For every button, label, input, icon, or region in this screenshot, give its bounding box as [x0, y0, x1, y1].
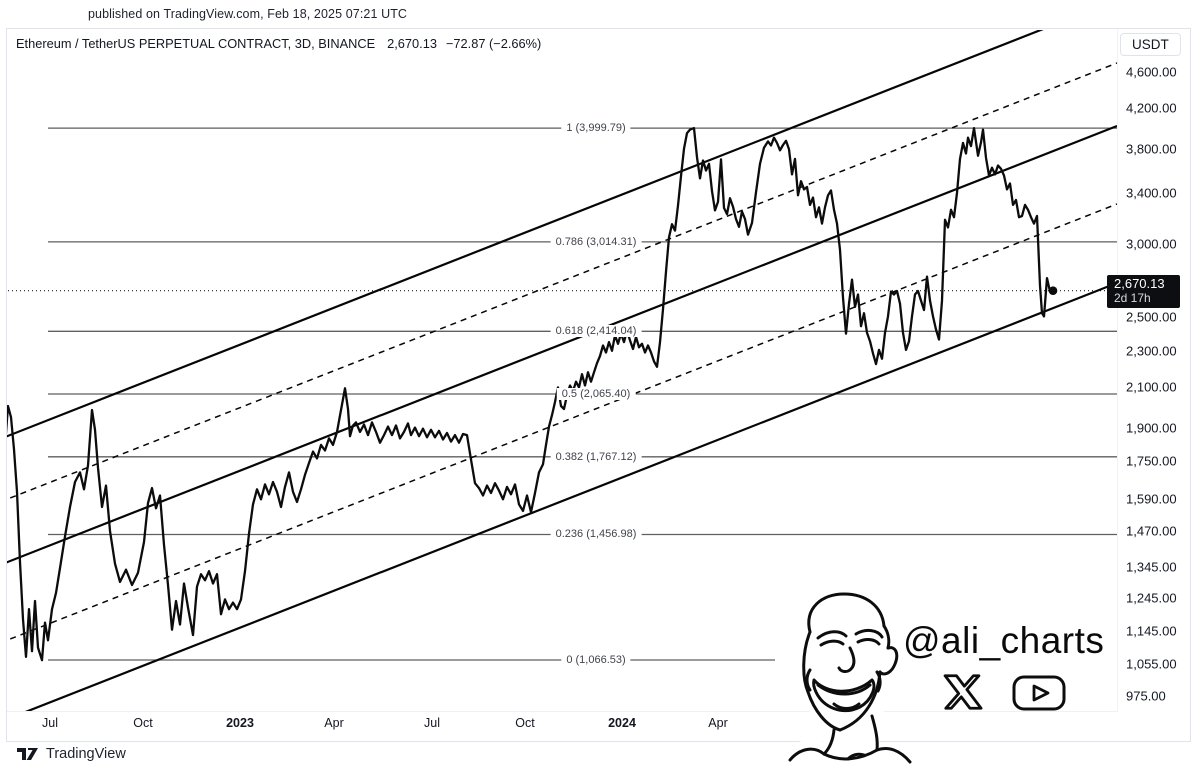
fib-label: 0.236 (1,456.98) [550, 528, 642, 541]
price-axis-label: 1,055.00 [1126, 656, 1177, 672]
fib-label: 0.786 (3,014.31) [550, 235, 642, 248]
channel-dashed-line [7, 203, 1117, 642]
time-axis-label: Apr [324, 716, 344, 730]
fib-label: 0.618 (2,414.04) [550, 325, 642, 338]
tradingview-logo-icon [17, 747, 38, 760]
channel-solid-line [22, 281, 1117, 712]
tradingview-attribution[interactable]: TradingView [16, 746, 126, 762]
last-price-dot [1048, 286, 1058, 296]
price-axis-label: 1,470.00 [1126, 523, 1177, 539]
chart-card [6, 28, 1191, 742]
price-axis-label: 2,100.00 [1126, 379, 1177, 395]
price-axis-label: 1,750.00 [1126, 453, 1177, 469]
price-axis-label: 1,590.00 [1126, 491, 1177, 507]
channel-solid-line [7, 30, 1044, 438]
price-axis-label: 1,345.00 [1126, 559, 1177, 575]
price-change: −72.87 (−2.66%) [445, 36, 542, 51]
time-axis-label: Jul [424, 716, 440, 730]
fib-label: 1 (3,999.79) [561, 122, 631, 135]
price-axis-label: 2,300.00 [1126, 343, 1177, 359]
time-axis-label: Jul [42, 716, 58, 730]
time-axis-label: Oct [515, 716, 535, 730]
price-axis-label: 4,600.00 [1126, 64, 1177, 80]
bar-countdown: 2d 17h [1114, 290, 1151, 305]
channel-solid-line [7, 124, 1117, 564]
price-axis-label: 3,000.00 [1126, 236, 1177, 252]
symbol-title: Ethereum / TetherUS PERPETUAL CONTRACT, … [16, 36, 376, 51]
price-axis-label: 3,800.00 [1126, 141, 1177, 157]
fib-label: 0 (1,066.53) [561, 654, 631, 666]
price-axis-label: 1,145.00 [1126, 623, 1177, 639]
current-price-value: 2,670.13 [1114, 275, 1165, 291]
price-axis-label: 3,400.00 [1126, 185, 1177, 201]
x-twitter-icon[interactable] [943, 672, 983, 712]
price-axis-label: 1,900.00 [1126, 420, 1177, 436]
time-axis-separator [7, 711, 1117, 712]
fib-label: 0.5 (2,065.40) [556, 388, 636, 401]
price-axis-label: 975.00 [1126, 688, 1166, 704]
channel-dashed-line [7, 62, 1117, 501]
fib-label: 0.382 (1,767.12) [550, 450, 642, 463]
time-axis-label: 2024 [608, 716, 636, 730]
price-axis-label: 2,500.00 [1126, 309, 1177, 325]
watermark-handle: @ali_charts [903, 620, 1105, 661]
last-price: 2,670.13 [387, 36, 437, 51]
time-axis-label: Oct [133, 716, 153, 730]
price-axis-label: 1,245.00 [1126, 590, 1177, 606]
youtube-icon[interactable] [1011, 674, 1067, 712]
time-axis-label: 2023 [226, 716, 254, 730]
time-axis-label: Apr [708, 716, 728, 730]
current-price-badge: 2,670.13 2d 17h [1107, 274, 1180, 308]
price-scale-separator [1117, 29, 1118, 712]
author-avatar [788, 592, 912, 764]
price-line-series [7, 126, 1055, 662]
currency-unit-button[interactable]: USDT [1120, 33, 1181, 56]
tradingview-logo-text: TradingView [46, 746, 126, 762]
symbol-title-row: Ethereum / TetherUS PERPETUAL CONTRACT, … [16, 36, 541, 51]
price-axis-label: 4,200.00 [1126, 100, 1177, 116]
published-note: published on TradingView.com, Feb 18, 20… [88, 7, 408, 21]
